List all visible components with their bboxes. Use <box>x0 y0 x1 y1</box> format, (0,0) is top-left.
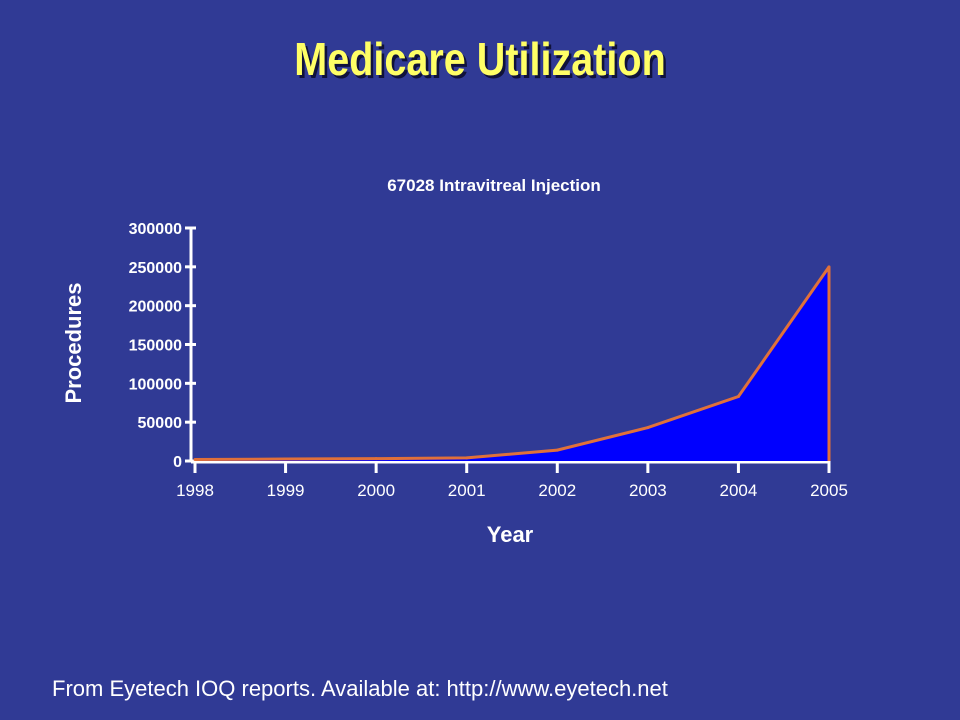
data-point <box>555 448 559 452</box>
x-tick-label: 2003 <box>629 481 667 500</box>
series-area <box>195 266 829 461</box>
data-point <box>465 456 469 460</box>
x-tick-label: 2005 <box>810 481 848 500</box>
x-axis-title: Year <box>487 522 534 547</box>
y-axis-title: Procedures <box>61 282 86 403</box>
chart-title: 67028 Intravitreal Injection <box>387 176 601 195</box>
x-tick-label: 2000 <box>357 481 395 500</box>
data-point <box>736 395 740 399</box>
data-point <box>374 457 378 461</box>
slide-title: Medicare Utilization <box>294 33 666 85</box>
y-tick-label: 200000 <box>129 299 182 316</box>
x-tick-label: 2004 <box>720 481 758 500</box>
y-tick-label: 100000 <box>129 376 182 393</box>
data-point <box>193 457 197 461</box>
data-point <box>827 265 831 269</box>
x-tick-label: 2001 <box>448 481 486 500</box>
x-tick-label: 1998 <box>176 481 214 500</box>
y-tick-label: 300000 <box>129 221 182 238</box>
source-footnote: From Eyetech IOQ reports. Available at: … <box>52 676 668 701</box>
x-axis: 1998 1999 2000 2001 2002 2003 2004 2005 <box>176 460 848 500</box>
y-tick-label: 50000 <box>138 415 183 432</box>
plot-area <box>193 265 831 461</box>
y-tick-label: 250000 <box>129 260 182 277</box>
x-tick-label: 1999 <box>267 481 305 500</box>
series-line <box>194 265 831 461</box>
y-tick-label: 0 <box>173 454 182 471</box>
y-axis: 0 50000 100000 150000 200000 250000 300000 <box>129 221 196 471</box>
y-tick-label: 150000 <box>129 338 182 355</box>
data-point <box>646 426 650 430</box>
data-point <box>284 457 288 461</box>
x-tick-label: 2002 <box>538 481 576 500</box>
